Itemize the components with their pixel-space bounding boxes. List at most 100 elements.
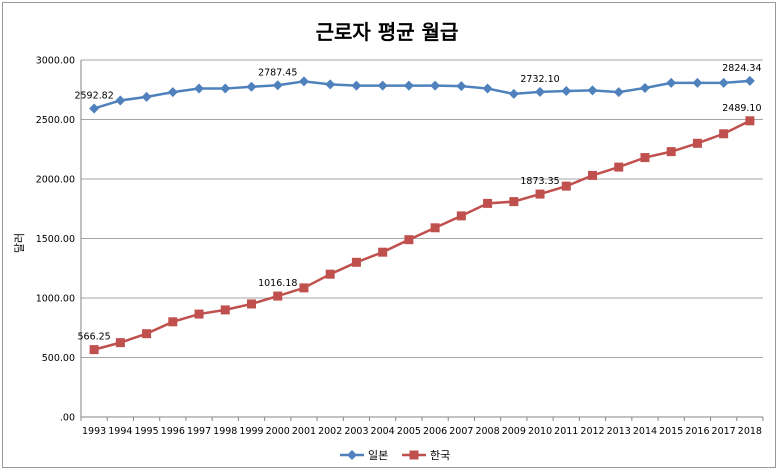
data-point-japan xyxy=(194,83,205,94)
data-point-korea xyxy=(509,197,519,207)
data-label-japan: 2592.82 xyxy=(74,90,113,101)
series-japan xyxy=(89,75,755,114)
data-point-korea xyxy=(273,291,283,301)
data-point-japan xyxy=(692,77,703,88)
data-point-korea xyxy=(614,162,624,172)
data-point-korea xyxy=(89,345,99,355)
y-tick-label: 2000.00 xyxy=(36,175,75,186)
data-point-japan xyxy=(639,82,650,93)
y-axis-label: 달러 xyxy=(13,233,26,253)
chart-title: 근로자 평균 월급 xyxy=(316,20,459,44)
data-label-japan: 2732.10 xyxy=(520,74,559,85)
data-point-japan xyxy=(351,80,362,91)
x-tick-label: 1998 xyxy=(213,426,237,437)
data-point-japan xyxy=(744,75,755,86)
y-tick-label: 1500.00 xyxy=(36,234,75,245)
data-point-korea xyxy=(404,235,414,245)
x-tick-label: 2017 xyxy=(712,426,736,437)
x-tick-label: 2001 xyxy=(292,426,316,437)
data-point-korea xyxy=(299,283,309,293)
x-tick-label: 1996 xyxy=(161,426,185,437)
legend-label-japan: 일본 xyxy=(368,448,388,462)
y-axis-ticks: .00 500.00 1000.00 1500.00 2000.00 2500.00 300… xyxy=(36,56,75,424)
data-point-korea xyxy=(561,181,571,191)
data-point-korea xyxy=(692,138,702,148)
x-tick-label: 2009 xyxy=(502,426,526,437)
data-point-korea xyxy=(168,317,178,327)
data-label-korea: 2489.10 xyxy=(722,103,761,114)
series-korea xyxy=(89,116,755,355)
x-tick-label: 2015 xyxy=(659,426,683,437)
y-tick-label: 2500.00 xyxy=(36,115,75,126)
data-point-korea xyxy=(719,129,729,139)
data-point-korea xyxy=(640,153,650,163)
data-point-korea xyxy=(142,329,152,339)
x-tick-label: 2006 xyxy=(423,426,447,437)
y-tick-label: 500.00 xyxy=(42,353,75,364)
data-point-japan xyxy=(272,80,283,91)
x-tick-label: 1999 xyxy=(239,426,263,437)
data-label-japan: 2787.45 xyxy=(258,67,297,78)
data-point-korea xyxy=(535,189,545,199)
data-point-japan xyxy=(298,76,309,87)
data-point-korea xyxy=(745,116,755,126)
y-tick-label: .00 xyxy=(60,413,75,424)
data-label-korea: 1016.18 xyxy=(258,278,297,289)
legend-label-korea: 한국 xyxy=(430,449,450,462)
x-tick-label: 2013 xyxy=(607,426,631,437)
x-tick-label: 2008 xyxy=(475,426,499,437)
data-label-korea: 566.25 xyxy=(77,332,110,343)
x-tick-label: 2010 xyxy=(528,426,552,437)
data-point-korea xyxy=(220,305,230,315)
data-point-korea xyxy=(378,247,388,257)
x-tick-label: 2002 xyxy=(318,426,342,437)
data-point-japan xyxy=(535,86,546,97)
data-point-japan xyxy=(561,85,572,96)
data-point-japan xyxy=(220,83,231,94)
data-point-japan xyxy=(167,87,178,98)
data-point-korea xyxy=(325,269,335,279)
data-point-japan xyxy=(613,87,624,98)
x-tick-label: 2004 xyxy=(371,426,395,437)
data-point-korea xyxy=(666,147,676,157)
data-point-japan xyxy=(666,77,677,88)
x-tick-label: 1994 xyxy=(108,426,132,437)
x-tick-label: 1993 xyxy=(82,426,106,437)
legend-item-korea: 한국 xyxy=(402,449,450,462)
data-label-japan: 2824.34 xyxy=(722,63,761,74)
x-tick-label: 2003 xyxy=(344,426,368,437)
data-point-japan xyxy=(377,80,388,91)
data-point-korea xyxy=(483,198,493,208)
data-point-korea xyxy=(588,170,597,180)
x-tick-label: 2005 xyxy=(397,426,421,437)
data-point-korea xyxy=(456,211,466,221)
x-tick-label: 2007 xyxy=(449,426,473,437)
data-point-japan xyxy=(482,83,493,94)
data-point-korea xyxy=(194,309,204,319)
series-line-japan xyxy=(93,79,750,110)
x-tick-label: 1995 xyxy=(134,426,158,437)
x-tick-label: 2011 xyxy=(554,426,578,437)
legend-item-japan: 일본 xyxy=(340,448,388,462)
data-point-japan xyxy=(325,79,336,90)
data-point-japan xyxy=(430,80,441,91)
x-tick-label: 1997 xyxy=(187,426,211,437)
x-tick-label: 2012 xyxy=(580,426,604,437)
x-tick-label: 2014 xyxy=(633,426,657,437)
series-line-korea xyxy=(93,119,751,351)
data-point-korea xyxy=(351,257,361,267)
x-tick-label: 2016 xyxy=(685,426,709,437)
data-labels-layer: 2592.82 2787.45 2732.10 2824.34 566.25 1016.1… xyxy=(74,63,761,343)
data-point-korea xyxy=(247,299,256,309)
y-tick-label: 1000.00 xyxy=(36,294,75,305)
data-point-japan xyxy=(115,95,126,106)
x-tick-label: 2000 xyxy=(266,426,290,437)
data-point-japan xyxy=(587,85,598,96)
data-point-japan xyxy=(246,81,257,92)
gridlines xyxy=(81,59,763,358)
data-point-japan xyxy=(718,77,729,88)
legend: 일본 한국 xyxy=(340,448,450,462)
data-point-japan xyxy=(141,91,152,102)
y-tick-label: 3000.00 xyxy=(36,56,75,67)
axes xyxy=(80,60,763,418)
